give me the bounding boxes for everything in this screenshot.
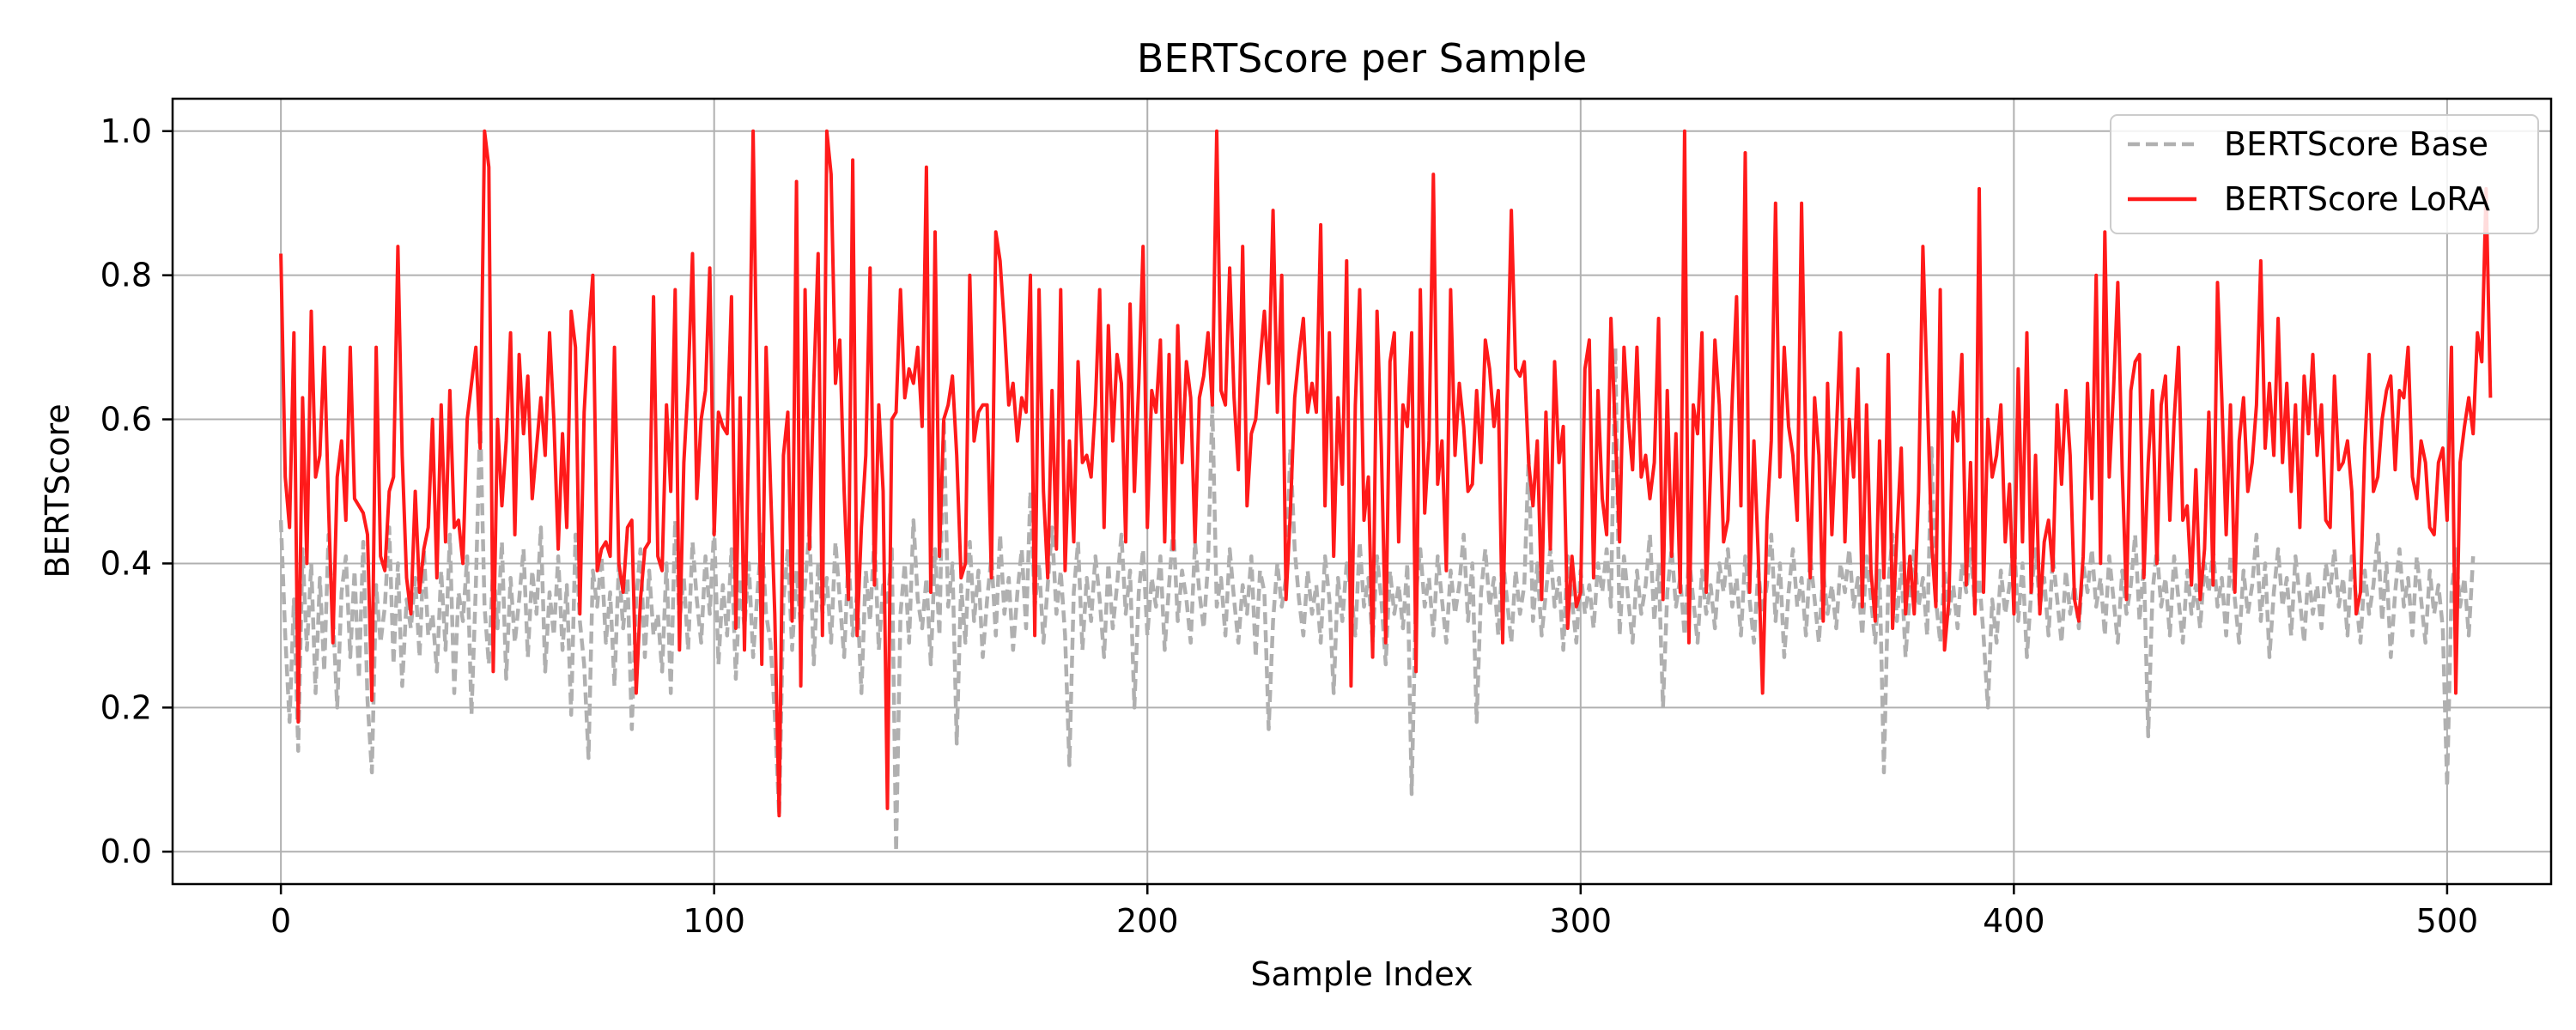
x-tick-label: 500 — [2416, 902, 2479, 940]
y-tick-label: 0.0 — [100, 833, 152, 870]
x-axis-title: Sample Index — [1250, 955, 1473, 993]
legend-label-base: BERTScore Base — [2224, 125, 2488, 163]
x-tick-label: 0 — [270, 902, 291, 940]
y-tick-label: 0.8 — [100, 257, 152, 294]
series-line-base — [278, 345, 2476, 854]
y-tick-label: 1.0 — [100, 112, 152, 150]
legend-box — [2110, 114, 2539, 234]
x-tick-label: 300 — [1550, 902, 1613, 940]
y-tick-label: 0.6 — [100, 401, 152, 439]
series-line-lora — [279, 129, 2493, 818]
y-axis-title: BERTScore — [39, 403, 76, 578]
y-tick-label: 0.2 — [100, 688, 152, 726]
x-tick-label: 400 — [1983, 902, 2045, 940]
chart-title: BERTScore per Sample — [1137, 35, 1587, 82]
plot-frame — [171, 97, 2553, 886]
y-tick-label: 0.4 — [100, 544, 152, 582]
legend-label-lora: BERTScore LoRA — [2224, 180, 2490, 218]
legend: BERTScore Base BERTScore LoRA — [2110, 114, 2539, 234]
x-tick-label: 200 — [1116, 902, 1179, 940]
series-lines — [278, 129, 2493, 854]
axis-ticks: 0 100 200 300 400 500 0.0 0.2 0.4 0.6 0.8 1.0 — [100, 112, 2479, 940]
x-tick-label: 100 — [683, 902, 745, 940]
